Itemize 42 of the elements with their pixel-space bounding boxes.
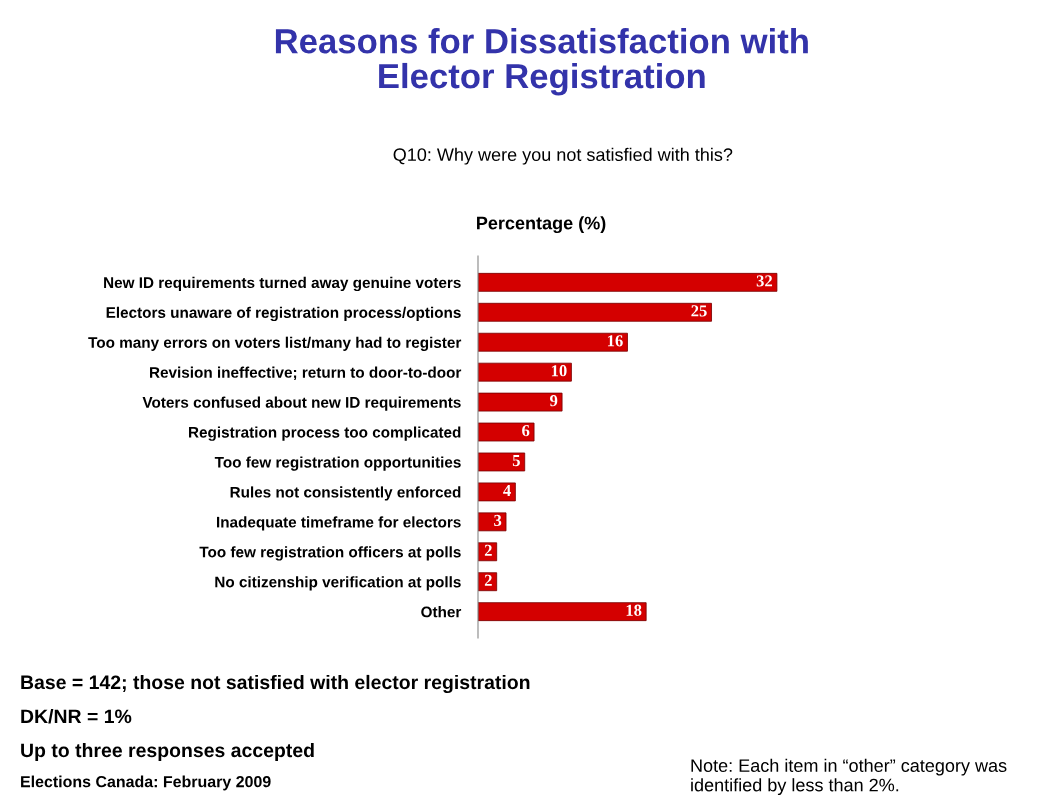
y-tick-label: Registration process too complicated (189, 426, 461, 441)
data-label: 25 (691, 305, 707, 317)
y-tick-label: Too many errors on voters list/many had to register (88, 336, 462, 351)
data-label: 3 (494, 514, 502, 527)
data-label: 9 (550, 395, 558, 407)
y-tick-label: New ID requirements turned away genuine voters (104, 276, 461, 292)
data-label: 4 (503, 484, 511, 496)
bar (478, 422, 535, 442)
data-label: 10 (551, 365, 567, 377)
data-label: 16 (607, 335, 623, 347)
y-tick-label: No citizenship verification at polls (215, 576, 461, 591)
bar (478, 362, 572, 382)
text: Elections Canada: February 2009 (21, 775, 271, 791)
bar (478, 512, 507, 532)
data-label: 2 (484, 574, 492, 586)
bar (478, 602, 647, 622)
bar (478, 482, 516, 502)
y-tick-label: Other (421, 606, 462, 618)
bar (478, 392, 563, 412)
data-label: 6 (522, 425, 530, 437)
y-tick-label: Too few registration officers at polls (199, 546, 461, 561)
y-tick-label: Voters confused about new ID requirements (142, 396, 461, 411)
text: DK/NR = 1% (21, 708, 132, 724)
bar (478, 452, 526, 472)
data-label: 32 (756, 275, 773, 287)
x-axis-title: Percentage (%) (477, 216, 606, 234)
y-tick-label: Electors unaware of registration process/options (106, 306, 461, 322)
y-tick-label: Too few registration opportunities (214, 456, 461, 471)
bar (478, 302, 712, 322)
data-label: 18 (626, 604, 642, 616)
data-label: 5 (512, 455, 520, 467)
bar (478, 332, 628, 352)
y-tick-label: Revision ineffective; return to door-to-door (150, 366, 462, 381)
bar (478, 272, 778, 292)
chart-title: Reasons for Dissatisfaction with Elector Registration (275, 28, 808, 96)
chart-subtitle: Q10: Why were you not satisfied with this? (393, 147, 733, 165)
text: Note: Each item in “other” category was identified by less than 2%. (691, 758, 1007, 795)
y-tick-label: Rules not consistently enforced (230, 486, 461, 501)
y-tick-label: Inadequate timeframe for electors (217, 516, 461, 531)
text: Up to three responses accepted (21, 742, 314, 762)
text: Base = 142; those not satisfied with elector registration (21, 674, 530, 694)
data-label: 2 (484, 544, 492, 556)
